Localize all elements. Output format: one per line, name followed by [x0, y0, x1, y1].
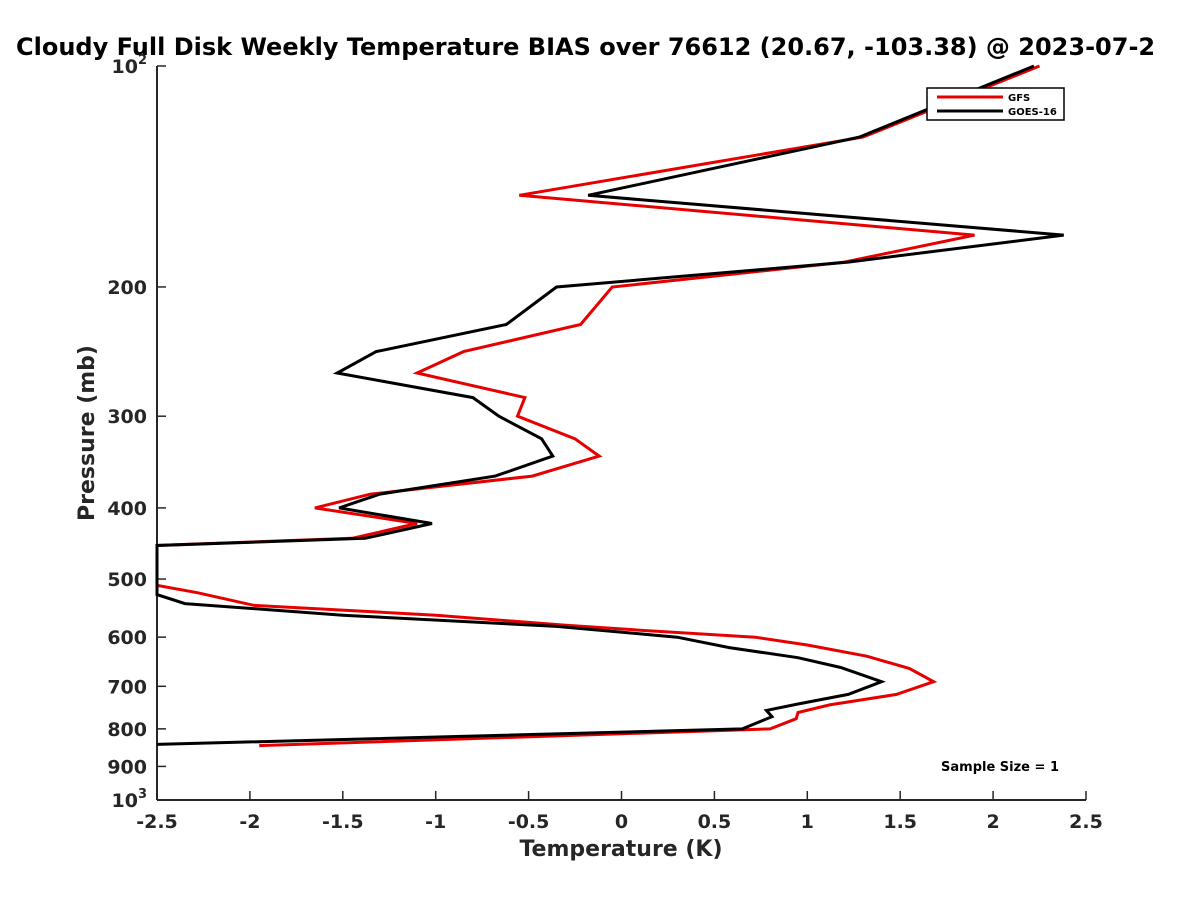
x-tick-label: 2 [986, 811, 999, 833]
legend: GFS GOES-16 [926, 87, 1065, 121]
x-tick-label: 1 [801, 811, 814, 833]
x-tick-label: -1.5 [322, 811, 364, 833]
x-tick-label: -1 [425, 811, 446, 833]
x-tick-label: 1.5 [883, 811, 917, 833]
plot-area [156, 66, 1086, 801]
x-tick-label: -2 [239, 811, 260, 833]
sample-size-annotation: Sample Size = 1 [941, 760, 1059, 775]
legend-box [926, 87, 1065, 121]
y-axis: 102 200 300 400 500 600 700 800 900 103 [107, 53, 166, 812]
x-axis-label: Temperature (K) [519, 837, 722, 862]
y-tick-label: 103 [112, 787, 148, 812]
y-tick-label: 600 [107, 627, 147, 649]
y-tick-label: 700 [107, 676, 147, 698]
y-tick-label: 200 [107, 277, 147, 299]
x-tick-label: -2.5 [136, 811, 178, 833]
y-tick-label: 800 [107, 719, 147, 741]
x-tick-label: 0 [615, 811, 628, 833]
x-tick-label: 2.5 [1069, 811, 1103, 833]
series-layer [155, 64, 1064, 748]
y-tick-label: 102 [112, 53, 148, 78]
x-axis: -2.5 -2 -1.5 -1 -0.5 0 0.5 1 1.5 2 2.5 [136, 791, 1103, 833]
x-tick-label: -0.5 [508, 811, 550, 833]
x-tick-label: 0.5 [698, 811, 732, 833]
series-line-gfs [155, 64, 1041, 748]
y-tick-label: 500 [107, 569, 147, 591]
y-tick-label: 900 [107, 756, 147, 778]
legend-label: GFS [1008, 93, 1030, 104]
series-line-goes-16 [155, 64, 1064, 746]
y-tick-label: 300 [107, 406, 147, 428]
chart-title: Cloudy Full Disk Weekly Temperature BIAS… [16, 33, 1155, 61]
y-axis-label: Pressure (mb) [75, 345, 100, 521]
y-tick-label: 400 [107, 498, 147, 520]
legend-label: GOES-16 [1008, 107, 1057, 118]
